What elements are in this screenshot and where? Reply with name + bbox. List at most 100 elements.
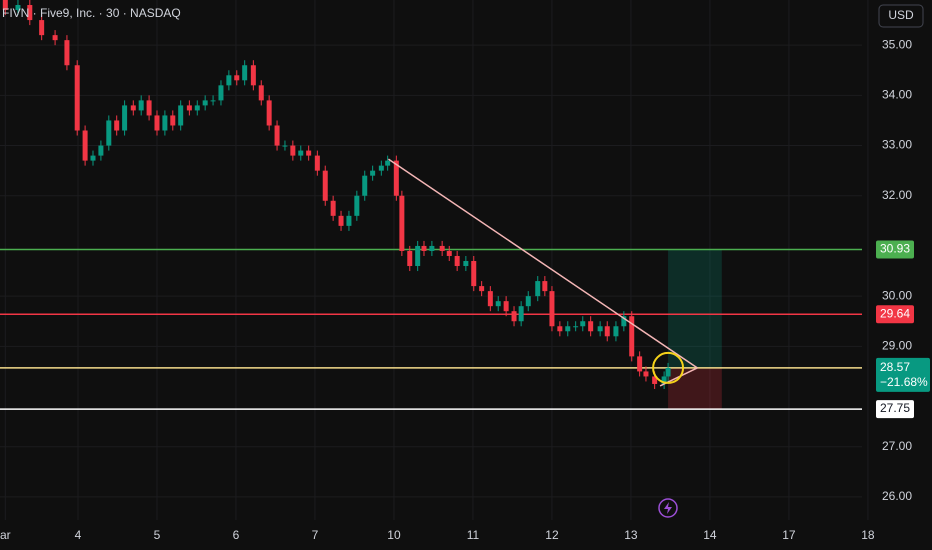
candle-body: [613, 326, 619, 337]
position-target-zone: [668, 249, 722, 368]
y-tick-label: 29.00: [882, 339, 912, 353]
candle-body: [298, 150, 304, 156]
candle-body: [399, 195, 405, 251]
candle-body: [314, 155, 320, 171]
currency-button[interactable]: [878, 4, 924, 28]
candle-body: [479, 286, 485, 292]
candle-body: [549, 291, 555, 327]
candle-body: [446, 250, 452, 256]
candle-body: [210, 100, 216, 102]
y-tick-label: 33.00: [882, 138, 912, 152]
candle-body: [525, 296, 531, 307]
candle-body: [629, 316, 635, 357]
candle-body: [580, 321, 586, 327]
candle-body: [194, 105, 200, 111]
candle-body: [439, 245, 445, 251]
x-tick-label: 12: [545, 528, 559, 542]
alert-circle: [658, 498, 678, 518]
candle-body: [557, 326, 563, 332]
candle-body: [82, 130, 88, 161]
alert-icon[interactable]: [658, 498, 678, 518]
candle-body: [226, 75, 232, 86]
candle-body: [643, 371, 649, 377]
x-tick-label: 4: [75, 528, 82, 542]
candle-body: [393, 160, 399, 196]
candle-body: [565, 326, 571, 332]
candle-body: [74, 65, 80, 131]
candle-body: [573, 326, 579, 328]
candle-body: [122, 105, 128, 131]
candle-body: [637, 356, 643, 372]
x-tick-label: 6: [233, 528, 240, 542]
candle-body: [162, 115, 168, 131]
candle-body: [234, 75, 240, 81]
candle-body: [106, 120, 112, 146]
candle-body: [354, 195, 360, 216]
candle-body: [346, 215, 352, 226]
candle-body: [290, 145, 296, 156]
x-tick-label: 11: [467, 528, 480, 542]
candle-body: [98, 145, 104, 156]
price-label: 29.64: [880, 306, 910, 320]
candle-body: [15, 5, 21, 11]
symbol-title: FIVN · Five9, Inc. · 30 · NASDAQ: [2, 6, 181, 20]
candle-body: [114, 120, 120, 131]
candle-body: [250, 65, 256, 86]
candle-body: [282, 145, 288, 147]
price-label: 30.93: [880, 242, 910, 256]
candle-body: [362, 175, 368, 196]
price-label: 27.75: [880, 401, 910, 415]
candle-body: [454, 255, 460, 267]
candle-body: [487, 291, 493, 307]
candle-body: [415, 245, 421, 267]
trendline: [388, 158, 698, 369]
candle-body: [604, 326, 610, 337]
grid: [0, 0, 869, 520]
candle-body: [597, 326, 603, 332]
candle-body: [621, 316, 627, 327]
candle-body: [330, 200, 336, 216]
candle-body: [2, 0, 8, 11]
candle-body: [471, 261, 477, 287]
candle-body: [338, 215, 344, 226]
price-label-box: [876, 400, 914, 419]
candle-body: [130, 105, 136, 111]
candle-body: [588, 321, 594, 332]
y-tick-label: 35.00: [882, 37, 912, 51]
candle-body: [421, 245, 427, 251]
candle-body: [306, 150, 312, 156]
candle-body: [186, 105, 192, 111]
price-label-box: [876, 305, 914, 324]
highlight-circle: [652, 351, 685, 384]
x-tick-label: 17: [782, 528, 796, 542]
candle-body: [266, 100, 272, 126]
candle-body: [274, 125, 280, 146]
candle-body: [535, 281, 541, 297]
y-tick-label: 34.00: [882, 88, 912, 102]
candle-body: [258, 85, 264, 101]
candle-body: [385, 160, 391, 166]
candle-body: [52, 35, 58, 41]
candle-body: [665, 367, 671, 377]
candle-body: [202, 100, 208, 106]
candle-body: [322, 170, 328, 201]
position-stop-zone: [668, 367, 722, 410]
candle-body: [170, 115, 176, 126]
candle-body: [64, 40, 70, 66]
candle-body: [218, 85, 224, 101]
candle-body: [407, 250, 413, 267]
alert-bolt: [664, 502, 672, 514]
candle-body: [463, 261, 469, 267]
candle-body: [154, 115, 160, 131]
candle-body: [378, 165, 384, 171]
y-tick-label: 32.00: [882, 188, 912, 202]
price-label: 28.57: [880, 360, 910, 374]
candle-body: [370, 170, 376, 176]
candle-body: [429, 245, 435, 251]
y-tick-label: 27.00: [882, 439, 912, 453]
candle-body: [652, 376, 658, 384]
price-change-label: −21.68%: [880, 375, 928, 389]
candle-body: [495, 301, 501, 307]
candle-body: [242, 65, 248, 81]
